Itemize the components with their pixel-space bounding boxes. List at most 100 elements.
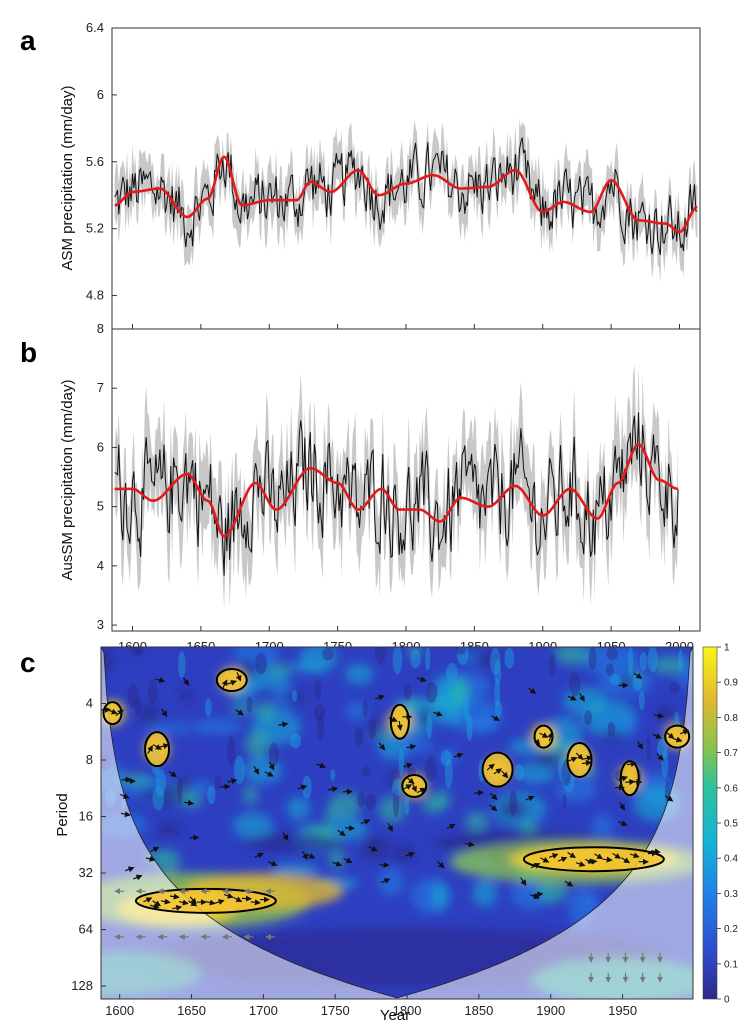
coherence-speckle bbox=[562, 793, 567, 810]
coherence-speckle bbox=[127, 683, 140, 708]
coherence-patch bbox=[242, 832, 343, 853]
coherence-speckle bbox=[374, 647, 386, 665]
phase-arrow bbox=[343, 857, 353, 863]
coherence-speckle bbox=[134, 698, 142, 716]
phase-arrow bbox=[493, 768, 503, 775]
phase-arrow bbox=[594, 853, 604, 860]
coherence-speckle bbox=[313, 679, 322, 700]
b-ytick-label: 7 bbox=[97, 380, 104, 395]
coherence-patch bbox=[580, 647, 640, 676]
coherence-speckle bbox=[464, 695, 469, 722]
phase-arrow bbox=[416, 676, 427, 683]
panel-a-letter: a bbox=[20, 25, 36, 56]
panel-c-x-ticks: 1600 1650 1700 1750 1800 1850 1900 1950 bbox=[105, 994, 637, 1018]
coherence-speckle bbox=[152, 786, 165, 811]
panel-b-smooth-series bbox=[114, 443, 679, 538]
phase-arrow bbox=[161, 708, 168, 718]
coherence-speckle bbox=[178, 650, 186, 679]
phase-arrow bbox=[654, 712, 665, 719]
coherence-speckle bbox=[246, 696, 253, 714]
coherence-speckle bbox=[155, 768, 166, 797]
significance-contour bbox=[215, 668, 248, 693]
coherence-patch bbox=[153, 784, 183, 806]
phase-arrow bbox=[227, 778, 238, 785]
coherence-speckle bbox=[445, 662, 458, 683]
panel-c-letter: c bbox=[20, 647, 36, 678]
b-ytick-label: 3 bbox=[97, 617, 104, 632]
colorbar-tick-label: 0.8 bbox=[724, 713, 738, 724]
phase-arrow bbox=[672, 736, 683, 743]
c-ytick-label: 4 bbox=[86, 696, 93, 711]
phase-arrow bbox=[527, 687, 537, 695]
c-ytick-label: 64 bbox=[79, 922, 93, 937]
coherence-speckle bbox=[357, 792, 366, 808]
phase-arrow bbox=[253, 765, 260, 775]
coherence-patch bbox=[465, 811, 489, 831]
coherence-patch bbox=[128, 647, 143, 657]
phase-arrow bbox=[557, 856, 568, 863]
coherence-patch bbox=[378, 795, 407, 823]
coherence-speckle bbox=[133, 647, 144, 656]
b-smooth-line bbox=[114, 443, 679, 538]
coherence-speckle bbox=[398, 748, 405, 777]
coherence-patch bbox=[369, 713, 381, 738]
cone-of-influence-shade bbox=[101, 647, 693, 999]
c-xtick-label: 1650 bbox=[177, 1003, 206, 1018]
colorbar-tick-label: 0.2 bbox=[724, 924, 738, 935]
panel-b-y-ticks: 3 4 5 6 7 8 bbox=[97, 321, 117, 632]
panel-a-x-ticks bbox=[132, 324, 680, 329]
coherence-patch bbox=[472, 878, 498, 908]
phase-arrow bbox=[368, 845, 378, 852]
phase-arrow bbox=[184, 799, 195, 806]
phase-arrow bbox=[474, 789, 484, 796]
phase-arrow bbox=[406, 777, 415, 785]
b-ytick-label: 5 bbox=[97, 499, 104, 514]
phase-arrow bbox=[647, 850, 658, 857]
phase-arrow bbox=[172, 904, 183, 911]
phase-arrow bbox=[411, 782, 417, 793]
coherence-speckle bbox=[147, 678, 158, 705]
phase-arrow bbox=[520, 877, 527, 887]
coherence-speckle bbox=[227, 735, 236, 766]
phase-arrow bbox=[403, 762, 413, 769]
phase-arrow bbox=[629, 852, 640, 859]
coherence-speckle bbox=[514, 764, 525, 781]
coherence-patch bbox=[232, 812, 273, 839]
phase-arrow bbox=[182, 677, 189, 686]
colorbar-ticks: 0 0.1 0.2 0.3 0.4 0.5 0.6 0.7 0.8 0.9 1 bbox=[717, 643, 738, 1006]
phase-arrow bbox=[567, 852, 576, 859]
phase-arrow bbox=[533, 891, 544, 898]
panel-c-ylabel: Period bbox=[54, 793, 71, 836]
phase-arrow bbox=[316, 762, 326, 769]
phase-arrow bbox=[652, 733, 662, 739]
phase-arrow bbox=[360, 819, 371, 825]
phase-arrows bbox=[101, 672, 690, 983]
phase-arrow bbox=[254, 852, 264, 859]
coherence-patch bbox=[387, 769, 404, 788]
phase-arrow bbox=[618, 775, 629, 782]
coherence-speckle bbox=[569, 672, 581, 697]
colorbar-tick-label: 0.9 bbox=[724, 678, 738, 689]
coherence-speckle bbox=[627, 647, 634, 676]
panel-c-frame bbox=[100, 646, 694, 1000]
coherence-patch bbox=[286, 796, 310, 820]
coherence-speckle bbox=[509, 790, 518, 816]
phase-arrow bbox=[446, 823, 456, 830]
phase-arrow bbox=[567, 695, 577, 701]
a-smooth-line bbox=[114, 155, 698, 234]
coherence-patch bbox=[157, 822, 182, 837]
significance-contour bbox=[144, 731, 171, 768]
phase-arrow bbox=[119, 793, 130, 799]
coherence-patch bbox=[245, 730, 270, 759]
coherence-speckle bbox=[268, 742, 279, 767]
coherence-patch bbox=[554, 647, 590, 666]
phase-arrow bbox=[297, 784, 308, 791]
phase-arrow bbox=[633, 672, 643, 679]
phase-arrow bbox=[666, 732, 675, 739]
coherence-speckle bbox=[205, 698, 212, 717]
phase-arrow bbox=[396, 720, 403, 731]
phase-arrow bbox=[155, 677, 166, 684]
phase-arrow bbox=[306, 853, 316, 859]
phase-arrow bbox=[205, 899, 216, 906]
